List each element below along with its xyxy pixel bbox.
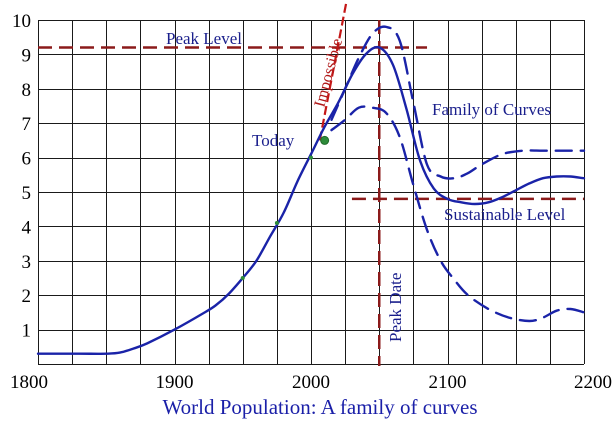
today-label: Today [252,131,295,150]
y-tick-label: 4 [22,217,32,238]
dashed-scenario-curve [330,105,586,323]
x-tick-label: 2000 [292,372,330,393]
chart-title: World Population: A family of curves [162,395,477,419]
y-tick-label: 6 [22,149,32,170]
y-tick-label: 5 [22,183,32,204]
y-tick-label: 10 [12,11,31,32]
peak-date-label: Peak Date [386,273,405,342]
impossible-line [318,0,348,141]
x-tick-label: 2200 [574,372,612,393]
data-point-marker [240,276,245,280]
peak-level-label: Peak Level [166,29,242,48]
dashed-scenario-curve [330,25,586,180]
y-tick-label: 8 [22,80,32,101]
markers [240,135,330,280]
x-tick-label: 2100 [429,372,467,393]
annotations: Peak Level Today Family of Curves Sustainab… [162,29,565,419]
axis-labels: 1 2 3 4 5 6 7 8 9 10 1800 1900 2000 2100 2200 [10,11,612,393]
reference-lines [38,0,584,366]
data-point-marker [274,220,279,225]
series-curves [36,25,586,355]
data-point-marker [309,155,313,160]
y-tick-label: 1 [22,321,32,342]
x-tick-label: 1900 [156,372,194,393]
today-marker [320,135,330,145]
y-tick-label: 9 [22,45,32,66]
x-tick-label: 1800 [10,372,48,393]
y-tick-label: 3 [22,252,32,273]
family-of-curves-label: Family of Curves [432,100,551,119]
sustainable-level-label: Sustainable Level [444,205,566,224]
y-tick-label: 7 [22,114,32,135]
y-tick-label: 2 [22,286,32,307]
grid [38,20,585,365]
